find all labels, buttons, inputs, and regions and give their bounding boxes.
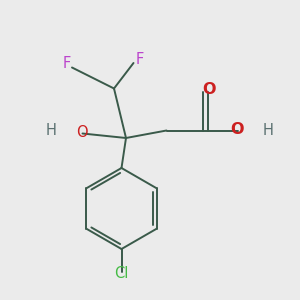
Text: O: O (202, 82, 216, 97)
Text: O: O (76, 125, 88, 140)
Text: Cl: Cl (114, 266, 129, 281)
Text: O: O (230, 122, 244, 137)
Text: H: H (263, 123, 274, 138)
Text: H: H (46, 123, 56, 138)
Text: F: F (62, 56, 71, 71)
Text: F: F (136, 52, 144, 67)
